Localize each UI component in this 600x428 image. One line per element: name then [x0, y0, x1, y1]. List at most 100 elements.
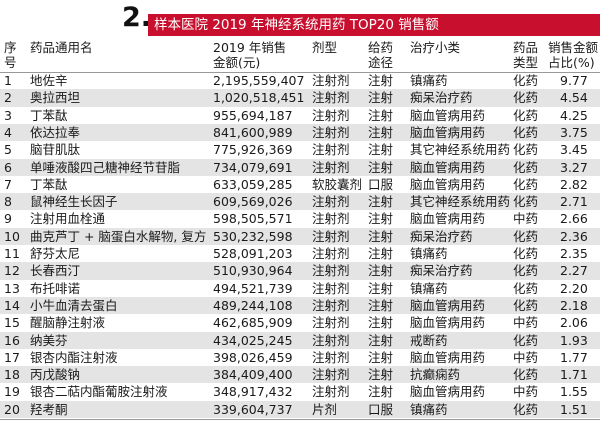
drug-type: 中药	[513, 315, 539, 331]
sales-amount: 609,569,026	[213, 194, 293, 210]
sales-amount: 633,059,285	[213, 176, 293, 192]
route: 注射	[368, 194, 394, 210]
drug-type: 化药	[513, 194, 539, 210]
therapeutic-subclass: 戒断药	[410, 332, 448, 348]
drug-type: 化药	[513, 280, 539, 296]
drug-type: 中药	[513, 384, 539, 400]
row-index: 16	[4, 332, 20, 348]
therapeutic-subclass: 痴呆治疗药	[410, 228, 473, 244]
table-bottom-rule	[0, 419, 600, 420]
route: 注射	[368, 107, 394, 123]
table-row: 16 纳美芬 434,025,245 注射剂 注射 戒断药 化药 1.93	[0, 331, 600, 349]
sales-share: 1.77	[560, 349, 588, 365]
sales-share: 2.06	[560, 315, 588, 331]
sales-share: 2.27	[560, 263, 588, 279]
therapeutic-subclass: 脑血管病用药	[410, 349, 486, 365]
dosage-form: 注射剂	[312, 315, 350, 331]
therapeutic-subclass: 其它神经系统用药	[410, 194, 511, 210]
dosage-form: 注射剂	[312, 332, 350, 348]
row-index: 3	[4, 107, 12, 123]
sales-amount: 528,091,203	[213, 246, 293, 261]
table-row: 7 丁苯酞 633,059,285 软胶囊剂 口服 脑血管病用药 化药 2.82	[0, 176, 600, 193]
table-row: 17 银杏内酯注射液 398,026,459 注射剂 注射 脑血管病用药 中药 1.77	[0, 349, 600, 366]
drug-name: 丁苯酞	[30, 107, 68, 123]
sales-amount: 530,232,598	[213, 228, 293, 244]
sales-amount: 510,930,964	[213, 263, 293, 279]
row-index: 10	[4, 228, 20, 244]
table-row: 12 长春西汀 510,930,964 注射剂 注射 痴呆治疗药 化药 2.27	[0, 262, 600, 280]
drug-name: 鼠神经生长因子	[30, 194, 118, 210]
row-index: 6	[4, 159, 12, 175]
route: 注射	[368, 297, 394, 313]
route: 口服	[368, 401, 394, 417]
route: 注射	[368, 211, 394, 227]
drug-type: 化药	[513, 332, 539, 348]
drug-name: 依达拉奉	[30, 124, 81, 140]
drug-type: 化药	[513, 367, 539, 383]
therapeutic-subclass: 脑血管病用药	[410, 107, 486, 123]
sales-amount: 775,926,369	[213, 142, 293, 158]
dosage-form: 注射剂	[312, 280, 350, 296]
route: 口服	[368, 176, 394, 192]
sales-amount: 489,244,108	[213, 297, 293, 313]
sales-share: 9.77	[560, 73, 588, 88]
drug-name: 银杏二萜内酯葡胺注射液	[30, 384, 168, 400]
drug-type: 化药	[513, 228, 539, 244]
dosage-form: 注射剂	[312, 194, 350, 210]
table-row: 10 曲克芦丁 + 脑蛋白水解物, 复方 530,232,598 注射剂 注射 痴呆治疗药…	[0, 227, 600, 245]
sales-amount: 734,079,691	[213, 159, 293, 175]
drug-name: 舒芬太尼	[30, 246, 81, 261]
dosage-form: 注射剂	[312, 124, 350, 140]
sales-share: 3.75	[560, 124, 588, 140]
drug-name: 曲克芦丁 + 脑蛋白水解物, 复方	[30, 228, 207, 244]
header-pct: 销售金额 占比(%)	[548, 40, 599, 70]
therapeutic-subclass: 脑血管病用药	[410, 211, 486, 227]
table-row: 2 奥拉西坦 1,020,518,451 注射剂 注射 痴呆治疗药 化药 4.54	[0, 89, 600, 107]
drug-name: 长春西汀	[30, 263, 81, 279]
row-index: 5	[4, 142, 12, 158]
route: 注射	[368, 90, 394, 106]
sales-share: 2.71	[560, 194, 588, 210]
drug-type: 中药	[513, 349, 539, 365]
header-route: 给药 途径	[368, 40, 394, 70]
sales-amount: 1,020,518,451	[213, 90, 305, 106]
sales-share: 1.51	[560, 401, 588, 417]
route: 注射	[368, 263, 394, 279]
sales-share: 2.36	[560, 228, 588, 244]
therapeutic-subclass: 脑血管病用药	[410, 315, 486, 331]
route: 注射	[368, 332, 394, 348]
drug-name: 丁苯酞	[30, 176, 68, 192]
table-header: 序号 药品通用名 2019 年销售 金额(元) 剂型 给药 途径 治疗小类 药品 类型…	[0, 38, 600, 73]
sales-amount: 434,025,245	[213, 332, 293, 348]
drug-name: 小牛血清去蛋白	[30, 297, 118, 313]
title-bar: 2. 样本医院 2019 年神经系统用药 TOP20 销售额	[0, 2, 600, 36]
sales-share: 2.35	[560, 246, 588, 261]
dosage-form: 软胶囊剂	[312, 176, 363, 192]
therapeutic-subclass: 脑血管病用药	[410, 159, 486, 175]
route: 注射	[368, 315, 394, 331]
therapeutic-subclass: 其它神经系统用药	[410, 142, 511, 158]
sales-share: 2.20	[560, 280, 588, 296]
sales-amount: 841,600,989	[213, 124, 293, 140]
sales-amount: 398,026,459	[213, 349, 293, 365]
table-row: 8 鼠神经生长因子 609,569,026 注射剂 注射 其它神经系统用药 化药 2.71	[0, 193, 600, 211]
dosage-form: 片剂	[312, 401, 338, 417]
table-row: 20 羟考酮 339,604,737 片剂 口服 镇痛药 化药 1.51	[0, 400, 600, 418]
row-index: 2	[4, 90, 12, 106]
drug-name: 地佐辛	[30, 73, 68, 88]
dosage-form: 注射剂	[312, 159, 350, 175]
dosage-form: 注射剂	[312, 297, 350, 313]
route: 注射	[368, 367, 394, 383]
dosage-form: 注射剂	[312, 107, 350, 123]
route: 注射	[368, 142, 394, 158]
dosage-form: 注射剂	[312, 384, 350, 400]
drug-name: 丙戊酸钠	[30, 367, 81, 383]
table-row: 6 单唾液酸四己糖神经节苷脂 734,079,691 注射剂 注射 脑血管病用药 化药 3.2…	[0, 158, 600, 176]
drug-type: 化药	[513, 107, 539, 123]
row-index: 14	[4, 297, 20, 313]
drug-name: 布托啡诺	[30, 280, 81, 296]
row-index: 15	[4, 315, 20, 331]
therapeutic-subclass: 镇痛药	[410, 73, 448, 88]
sales-share: 4.25	[560, 107, 588, 123]
sales-share: 1.93	[560, 332, 588, 348]
